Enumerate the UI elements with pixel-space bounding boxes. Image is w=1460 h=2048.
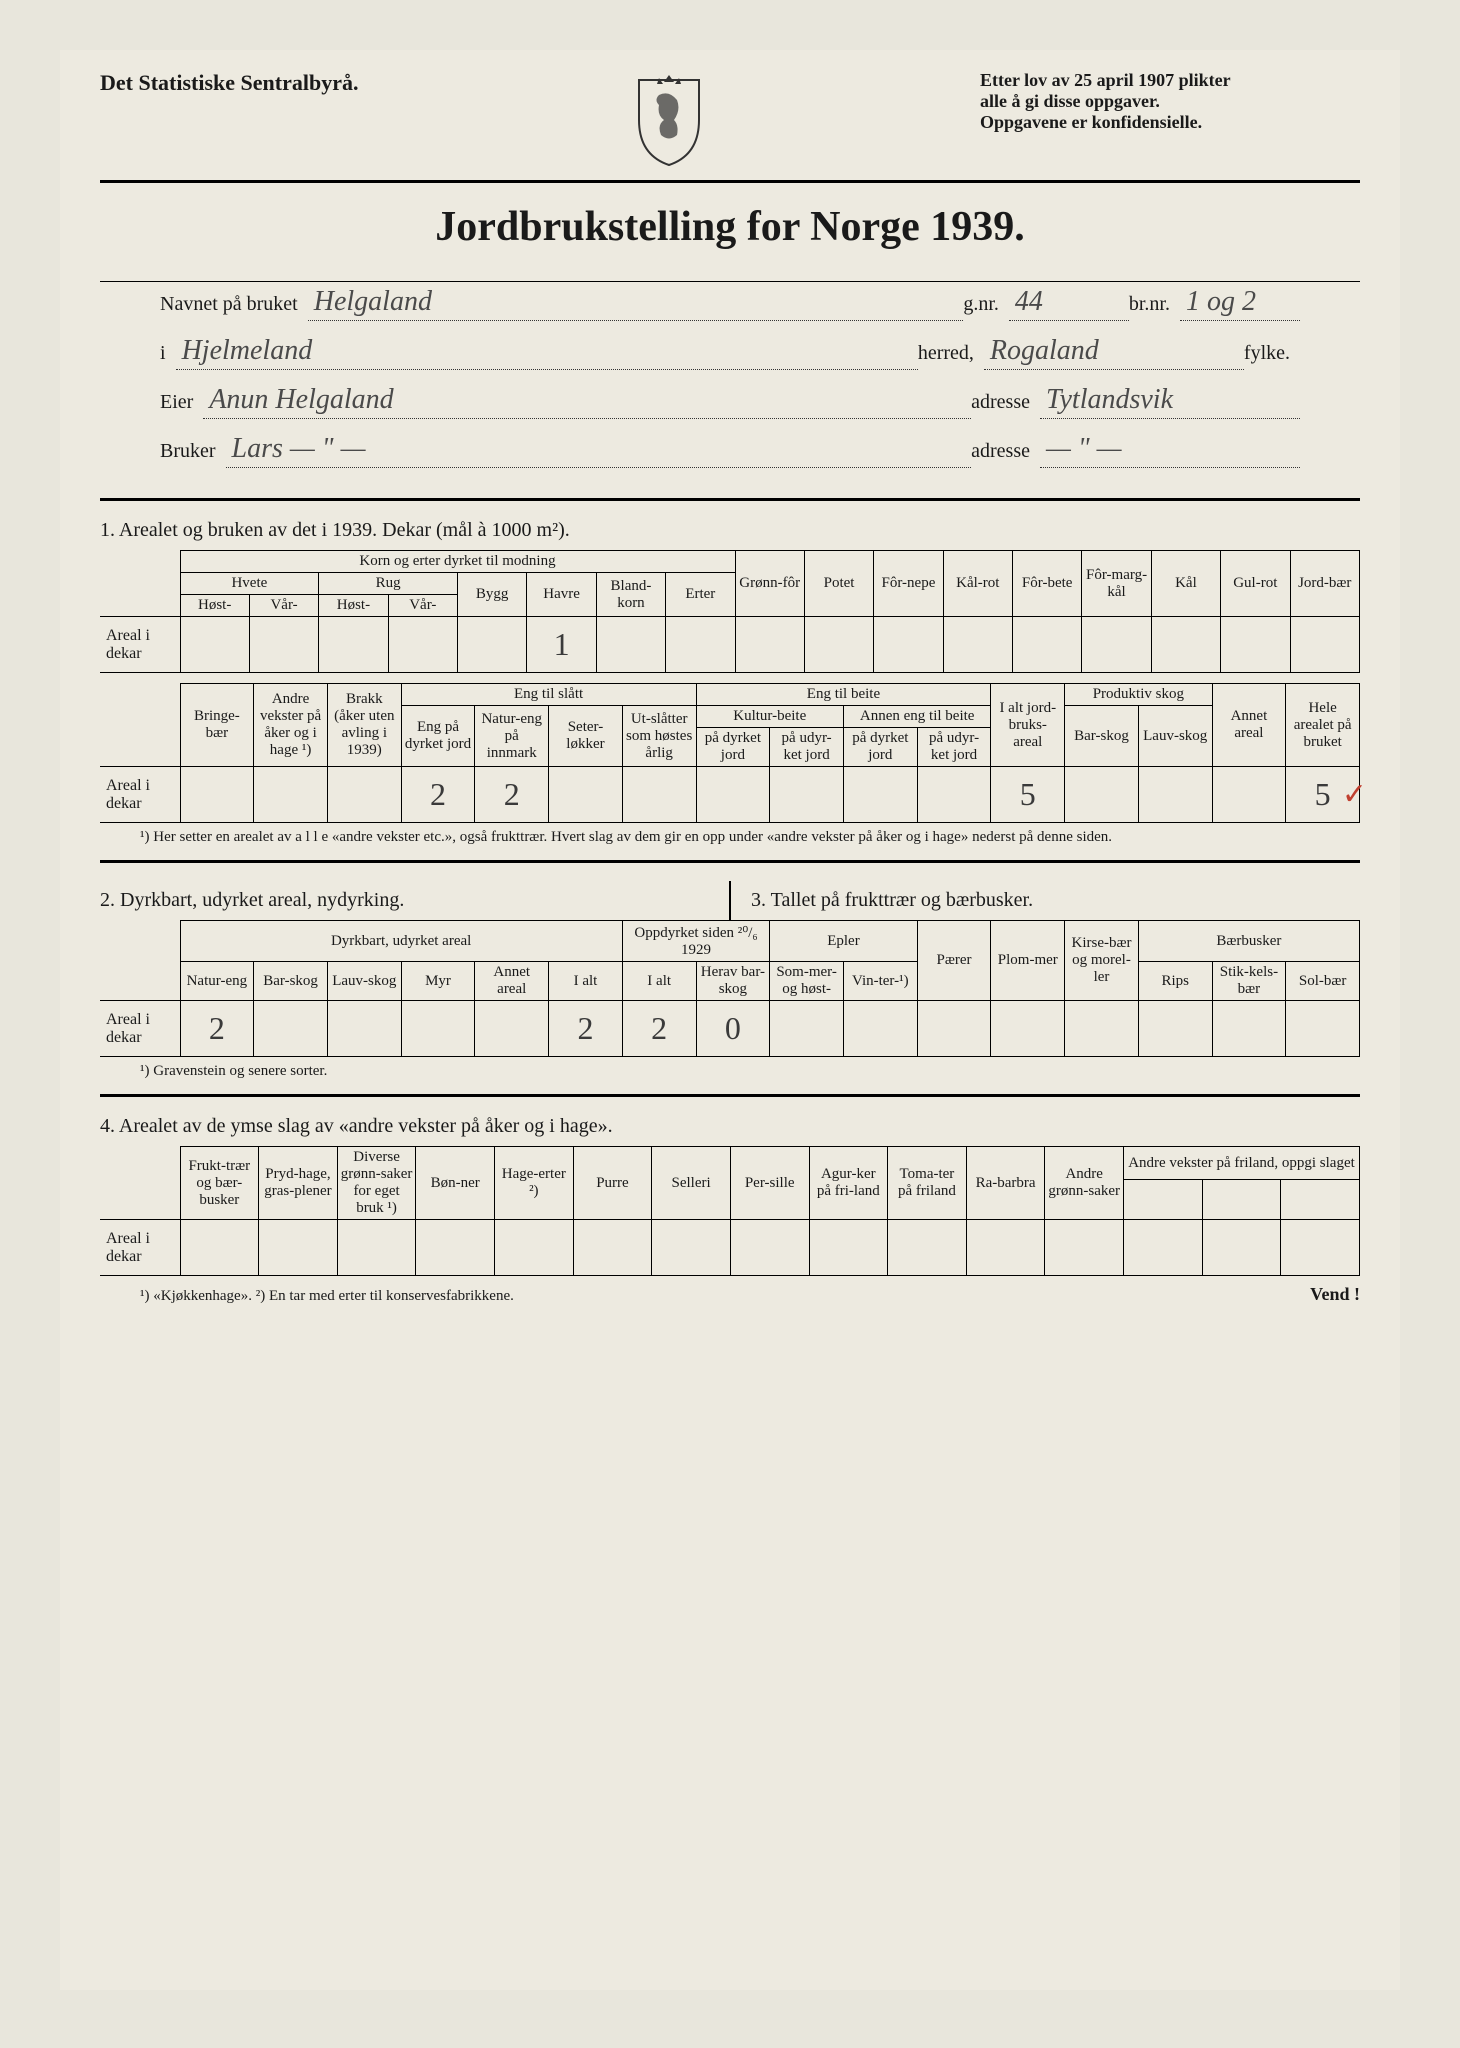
section4-title: 4. Arealet av de ymse slag av «andre vek… bbox=[100, 1115, 1360, 1138]
section2-footnote: ¹) Gravenstein og senere sorter. bbox=[140, 1063, 1360, 1080]
bureau-name: Det Statistiske Sentralbyrå. bbox=[100, 70, 358, 96]
fylke-label: fylke. bbox=[1244, 342, 1290, 365]
herred-label: herred, bbox=[918, 342, 974, 365]
address1-value: Tytlandsvik bbox=[1040, 384, 1300, 419]
table1a: Korn og erter dyrket til modning Grønn-f… bbox=[100, 550, 1360, 673]
brnr-label: br.nr. bbox=[1129, 293, 1170, 316]
section3-title: 3. Tallet på frukttrær og bærbusker. bbox=[751, 889, 1360, 912]
legal-notice: Etter lov av 25 april 1907 plikter alle … bbox=[980, 70, 1360, 133]
user-label: Bruker bbox=[160, 440, 216, 463]
section1-footnote: ¹) Her setter en arealet av a l l e «and… bbox=[140, 829, 1360, 846]
section1-title: 1. Arealet og bruken av det i 1939. Deka… bbox=[100, 519, 1360, 542]
coat-of-arms-icon bbox=[629, 70, 709, 170]
farm-name-value: Helgaland bbox=[308, 286, 964, 321]
farm-name-label: Navnet på bruket bbox=[160, 293, 298, 316]
section4-footnote: ¹) «Kjøkkenhage». ²) En tar med erter ti… bbox=[140, 1288, 514, 1305]
i-label: i bbox=[160, 342, 166, 365]
owner-value: Anun Helgaland bbox=[203, 384, 971, 419]
address2-value: — " — bbox=[1040, 433, 1300, 468]
user-value: Lars — " — bbox=[226, 433, 972, 468]
gnr-label: g.nr. bbox=[963, 293, 999, 316]
brnr-value: 1 og 2 bbox=[1180, 286, 1300, 321]
table23: Dyrkbart, udyrket areal Oppdyrket siden … bbox=[100, 920, 1360, 1057]
section2-title: 2. Dyrkbart, udyrket areal, nydyrking. bbox=[100, 889, 709, 912]
district-value: Hjelmeland bbox=[176, 335, 918, 370]
page-turn-label: Vend ! bbox=[1310, 1284, 1360, 1305]
owner-label: Eier bbox=[160, 391, 193, 414]
address1-label: adresse bbox=[971, 391, 1030, 414]
county-value: Rogaland bbox=[984, 335, 1244, 370]
gnr-value: 44 bbox=[1009, 286, 1129, 321]
main-title: Jordbrukstelling for Norge 1939. bbox=[100, 203, 1360, 251]
table1b: Bringe-bær Andre vekster på åker og i ha… bbox=[100, 683, 1360, 823]
address2-label: adresse bbox=[971, 440, 1030, 463]
table4: Frukt-trær og bær-busker Pryd-hage, gras… bbox=[100, 1146, 1360, 1276]
